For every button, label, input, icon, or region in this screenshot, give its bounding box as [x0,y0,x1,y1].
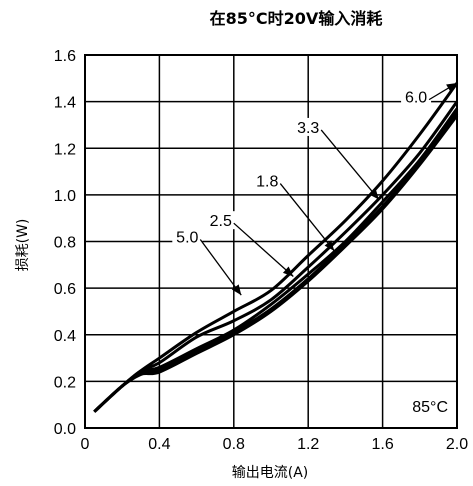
series-label-arrow [324,240,335,251]
y-tick-label: 0.4 [54,328,76,345]
series-label-5.0: 5.0 [176,230,198,247]
plot-frame [84,54,458,429]
series-line-3.3 [93,107,459,413]
x-tick-label: 1.6 [371,436,393,453]
y-tick-label: 1.0 [54,188,76,205]
series-label-bg [205,211,236,230]
series-label-bg [293,117,324,136]
series-label-6.0: 6.0 [405,90,427,107]
series-label-bg [252,171,283,190]
series-lines [93,82,459,413]
series-label-leader [199,239,242,296]
series-label-leader [279,183,335,252]
y-tick-label: 1.6 [54,48,76,65]
series-label-bg [401,87,432,106]
series-labels: 6.0 3.3 1.8 2.5 5.0 [172,82,458,296]
y-tick-label: 0.6 [54,281,76,298]
series-label-arrow [282,266,294,277]
x-tick-label: 2.0 [446,436,468,453]
y-tick-label: 1.4 [54,95,76,112]
x-tick-label: 1.2 [297,436,319,453]
series-line-6.0 [93,82,459,413]
tick-labels: 0 0.4 0.8 1.2 1.6 2.0 0.0 0.2 0.4 0.6 0.8 1.0 1.2 1.4… [54,48,468,453]
y-tick-label: 0.2 [54,374,76,391]
x-tick-label: 0 [81,436,90,453]
series-label-leader [320,129,380,200]
y-tick-label: 0.0 [54,421,76,438]
chart-title: 在85°C时20V输入消耗 [210,9,383,28]
series-label-arrow [446,82,457,92]
series-label-3.3: 3.3 [297,120,319,137]
x-tick-label: 0.8 [223,436,245,453]
y-axis-label: 损耗(W) [15,219,31,272]
series-label-2.5: 2.5 [210,213,232,230]
temperature-annotation: 85°C [412,399,448,416]
series-label-leader [233,222,294,277]
series-label-1.8: 1.8 [256,174,278,191]
series-label-arrow [369,189,379,200]
y-tick-label: 0.8 [54,235,76,252]
x-axis-label: 输出电流(A) [232,465,309,481]
y-tick-label: 1.2 [54,141,76,158]
x-tick-label: 0.4 [148,436,170,453]
series-line-1.8 [93,114,459,413]
series-label-arrow [231,284,242,296]
series-label-bg [172,227,203,246]
